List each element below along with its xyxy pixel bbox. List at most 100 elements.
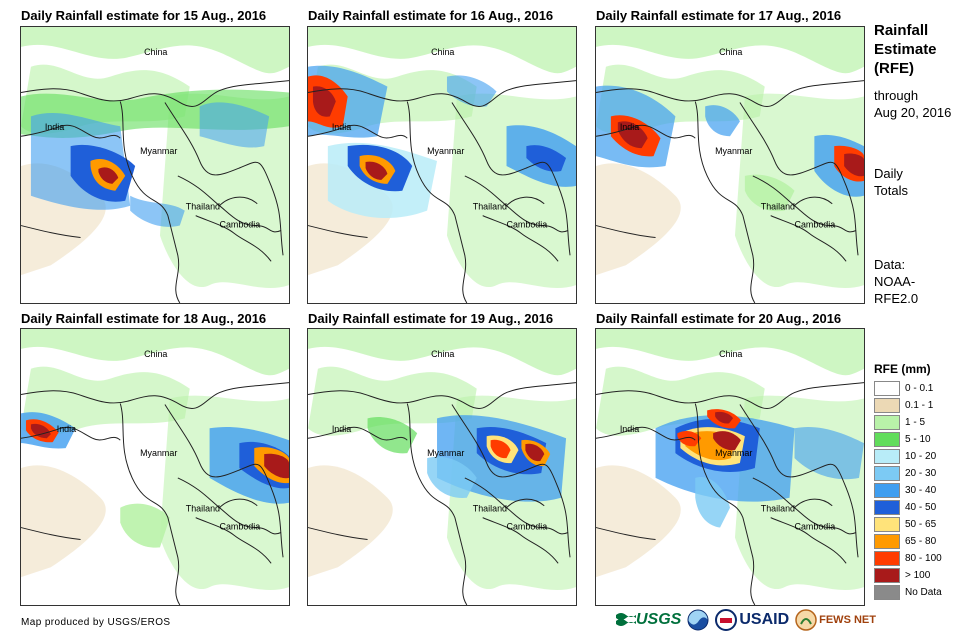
rainfall-layer: [21, 329, 289, 590]
legend-swatch: [874, 381, 900, 396]
fewsnet-emblem-icon: [795, 609, 817, 631]
data-source: Data: NOAA- RFE2.0: [874, 256, 918, 307]
through-label: through: [874, 88, 919, 103]
map-label-india: India: [620, 122, 639, 132]
country-borders: [21, 80, 289, 303]
map-label-china: China: [144, 349, 167, 359]
rainfall-layer: [308, 27, 576, 288]
rainfall-layer: [308, 329, 576, 590]
map-label-cambodia: Cambodia: [507, 522, 548, 532]
rainfall-layer: [596, 329, 864, 590]
panel-title-17aug: Daily Rainfall estimate for 17 Aug., 201…: [596, 8, 842, 23]
rainfall-map-17aug: China India Myanmar Thailand Cambodia: [595, 26, 865, 304]
legend-label: 0 - 0.1: [905, 383, 934, 394]
legend-label: No Data: [905, 587, 942, 598]
map-label-india: India: [45, 122, 64, 132]
legend-swatch: [874, 398, 900, 413]
map-label-india: India: [332, 424, 351, 434]
legend-swatch: [874, 517, 900, 532]
map-label-myanmar: Myanmar: [715, 146, 752, 156]
legend-label: > 100: [905, 570, 931, 581]
agency-logos: USGS USAID FEWS NET: [616, 607, 876, 633]
rainfall-map-16aug: China India Myanmar Thailand Cambodia: [307, 26, 577, 304]
product-title-line3: (RFE): [874, 60, 914, 77]
map-label-myanmar: Myanmar: [140, 146, 177, 156]
map-label-china: China: [719, 47, 742, 57]
map-label-thailand: Thailand: [473, 202, 507, 212]
usaid-logo: USAID: [715, 609, 789, 631]
map-label-thailand: Thailand: [761, 202, 795, 212]
panel-title-15aug: Daily Rainfall estimate for 15 Aug., 201…: [21, 8, 267, 23]
map-credit: Map produced by USGS/EROS: [21, 617, 171, 628]
legend-label: 65 - 80: [905, 536, 937, 547]
legend-swatch: [874, 483, 900, 498]
legend-label: 80 - 100: [905, 553, 942, 564]
legend-label: 10 - 20: [905, 451, 937, 462]
rainfall-map-19aug: China India Myanmar Thailand Cambodia: [307, 328, 577, 606]
legend-swatch: [874, 500, 900, 515]
panel-title-16aug: Daily Rainfall estimate for 16 Aug., 201…: [308, 8, 554, 23]
product-title-line1: Rainfall: [874, 22, 929, 39]
data-label: Data:: [874, 257, 906, 272]
map-label-cambodia: Cambodia: [220, 220, 261, 230]
map-label-thailand: Thailand: [186, 202, 220, 212]
map-label-myanmar: Myanmar: [715, 448, 752, 458]
legend-swatch: [874, 585, 900, 600]
legend-swatch: [874, 534, 900, 549]
map-label-cambodia: Cambodia: [795, 522, 836, 532]
legend-swatch: [874, 551, 900, 566]
product-title: Rainfall Estimate (RFE): [874, 21, 937, 78]
legend-label: 50 - 65: [905, 519, 937, 530]
map-label-india: India: [620, 424, 639, 434]
map-label-china: China: [431, 47, 454, 57]
map-label-china: China: [144, 47, 167, 57]
data-source-line1: NOAA-: [874, 274, 916, 289]
legend-title: RFE (mm): [874, 362, 931, 376]
legend-label: 20 - 30: [905, 468, 937, 479]
fewsnet-text: FEWS NET: [819, 614, 876, 626]
legend-label: 0.1 - 1: [905, 400, 934, 411]
map-label-cambodia: Cambodia: [507, 220, 548, 230]
legend-swatch: [874, 432, 900, 447]
legend-swatch: [874, 568, 900, 583]
map-label-china: China: [431, 349, 454, 359]
rainfall-map-18aug: China India Myanmar Thailand Cambodia: [20, 328, 290, 606]
rainfall-layer: [596, 27, 864, 288]
map-label-myanmar: Myanmar: [427, 448, 464, 458]
product-title-line2: Estimate: [874, 41, 937, 58]
map-label-myanmar: Myanmar: [427, 146, 464, 156]
legend-label: 5 - 10: [905, 434, 931, 445]
legend-swatch: [874, 449, 900, 464]
map-label-thailand: Thailand: [473, 504, 507, 514]
legend-swatch: [874, 466, 900, 481]
rainfall-map-20aug: China India Myanmar Thailand Cambodia: [595, 328, 865, 606]
country-borders: [596, 80, 864, 303]
panel-title-18aug: Daily Rainfall estimate for 18 Aug., 201…: [21, 311, 267, 326]
map-label-india: India: [57, 424, 76, 434]
map-label-thailand: Thailand: [761, 504, 795, 514]
panel-title-19aug: Daily Rainfall estimate for 19 Aug., 201…: [308, 311, 554, 326]
map-label-cambodia: Cambodia: [220, 522, 261, 532]
map-label-myanmar: Myanmar: [140, 448, 177, 458]
totals-label: Totals: [874, 183, 908, 198]
panel-title-20aug: Daily Rainfall estimate for 20 Aug., 201…: [596, 311, 842, 326]
fewsnet-logo: FEWS NET: [795, 609, 876, 631]
daily-totals: Daily Totals: [874, 165, 908, 199]
map-label-china: China: [719, 349, 742, 359]
through-date-value: Aug 20, 2016: [874, 105, 952, 120]
country-borders: [308, 382, 576, 605]
legend-label: 1 - 5: [905, 417, 926, 428]
country-borders: [596, 382, 864, 605]
legend-label: 40 - 50: [905, 502, 937, 513]
